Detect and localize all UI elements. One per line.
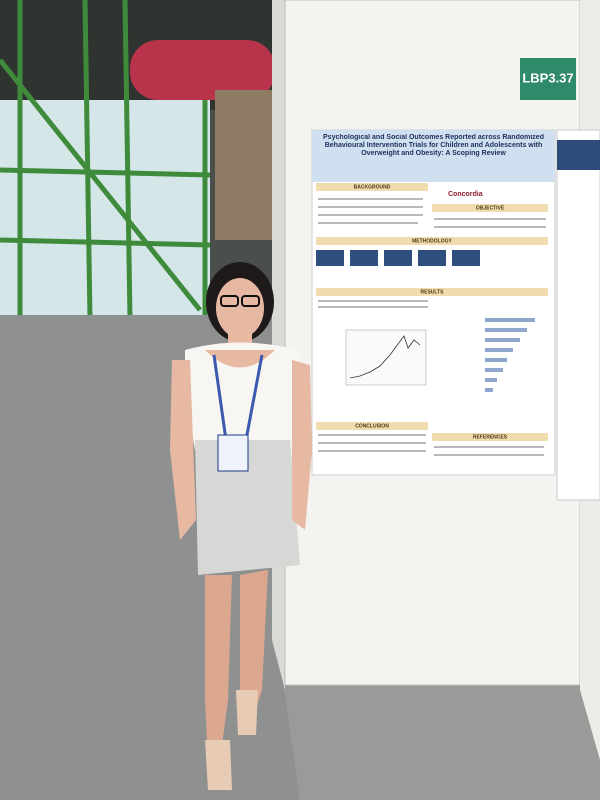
board-label-bg bbox=[520, 58, 576, 100]
poster-title-box: Psychological and Social Outcomes Report… bbox=[323, 134, 544, 157]
text-line bbox=[318, 206, 423, 208]
poster-header bbox=[312, 130, 555, 182]
text-line bbox=[318, 434, 426, 436]
section-heading: RESULTS bbox=[421, 289, 445, 295]
text-line bbox=[318, 300, 428, 302]
method-boxes bbox=[316, 250, 480, 266]
section-bar bbox=[316, 422, 428, 430]
section-heading: METHODOLOGY bbox=[412, 238, 452, 244]
text-line bbox=[318, 198, 423, 200]
text-line bbox=[318, 442, 426, 444]
text-line bbox=[434, 446, 544, 448]
section-heading: REFERENCES bbox=[473, 434, 508, 440]
board-label: LBP3.37 bbox=[522, 70, 573, 85]
section-bar bbox=[432, 204, 548, 212]
section-heading: OBJECTIVE bbox=[476, 205, 505, 211]
section-bar bbox=[316, 237, 548, 245]
text-line bbox=[434, 218, 546, 220]
duct bbox=[130, 40, 275, 100]
person bbox=[170, 262, 312, 790]
section-heading: BACKGROUND bbox=[354, 184, 391, 190]
text-line bbox=[318, 214, 423, 216]
section-heading: CONCLUSION bbox=[355, 423, 389, 429]
floor-front bbox=[280, 660, 600, 800]
text-line bbox=[318, 222, 418, 224]
text-line bbox=[318, 306, 428, 308]
poster-title: Psychological and Social Outcomes Report… bbox=[323, 134, 544, 157]
poster-chart-line bbox=[349, 335, 421, 379]
neighbor-poster bbox=[556, 129, 600, 501]
poster-bar-chart bbox=[485, 318, 535, 392]
neighbor-header bbox=[557, 140, 600, 170]
section-bar bbox=[316, 183, 428, 191]
text-line bbox=[434, 226, 546, 228]
section-bar bbox=[432, 433, 548, 441]
section-bar bbox=[316, 288, 548, 296]
text-line bbox=[434, 454, 544, 456]
text-line bbox=[318, 450, 426, 452]
green-frame bbox=[0, 0, 211, 321]
board-edge bbox=[272, 0, 285, 690]
poster-logo: Concordia bbox=[448, 191, 483, 198]
